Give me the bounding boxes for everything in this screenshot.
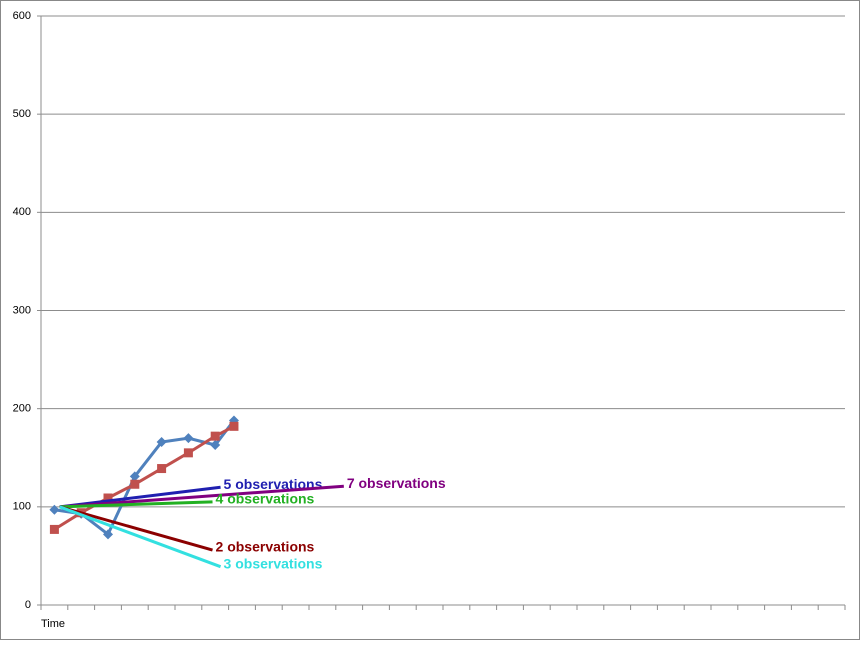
y-tick-label: 200 xyxy=(13,403,31,415)
trend-label: 2 observations xyxy=(216,539,315,555)
trend-line xyxy=(59,505,213,552)
marker xyxy=(130,479,140,489)
marker xyxy=(129,471,140,482)
marker xyxy=(157,464,167,474)
marker xyxy=(103,529,113,540)
marker xyxy=(183,433,194,444)
y-tick-label: 300 xyxy=(13,304,31,316)
marker xyxy=(229,421,239,431)
marker xyxy=(183,448,193,458)
trend-label: 3 observations xyxy=(224,555,323,571)
x-axis-title: Time xyxy=(41,618,65,630)
trend-line xyxy=(59,484,344,509)
y-tick-label: 600 xyxy=(13,10,31,22)
marker xyxy=(49,524,59,534)
y-tick-label: 0 xyxy=(25,599,31,611)
trend-line xyxy=(59,505,222,569)
trend-line xyxy=(59,500,213,509)
trend-label: 5 observations xyxy=(224,476,323,492)
marker xyxy=(156,437,167,448)
y-tick-label: 100 xyxy=(13,501,31,513)
y-tick-label: 500 xyxy=(13,108,31,120)
trend-label: 4 observations xyxy=(216,491,315,507)
trend-label: 7 observations xyxy=(347,475,446,491)
y-tick-label: 400 xyxy=(13,206,31,218)
marker xyxy=(210,439,221,450)
marker xyxy=(210,431,220,441)
marker xyxy=(103,493,113,503)
marker xyxy=(49,504,60,515)
